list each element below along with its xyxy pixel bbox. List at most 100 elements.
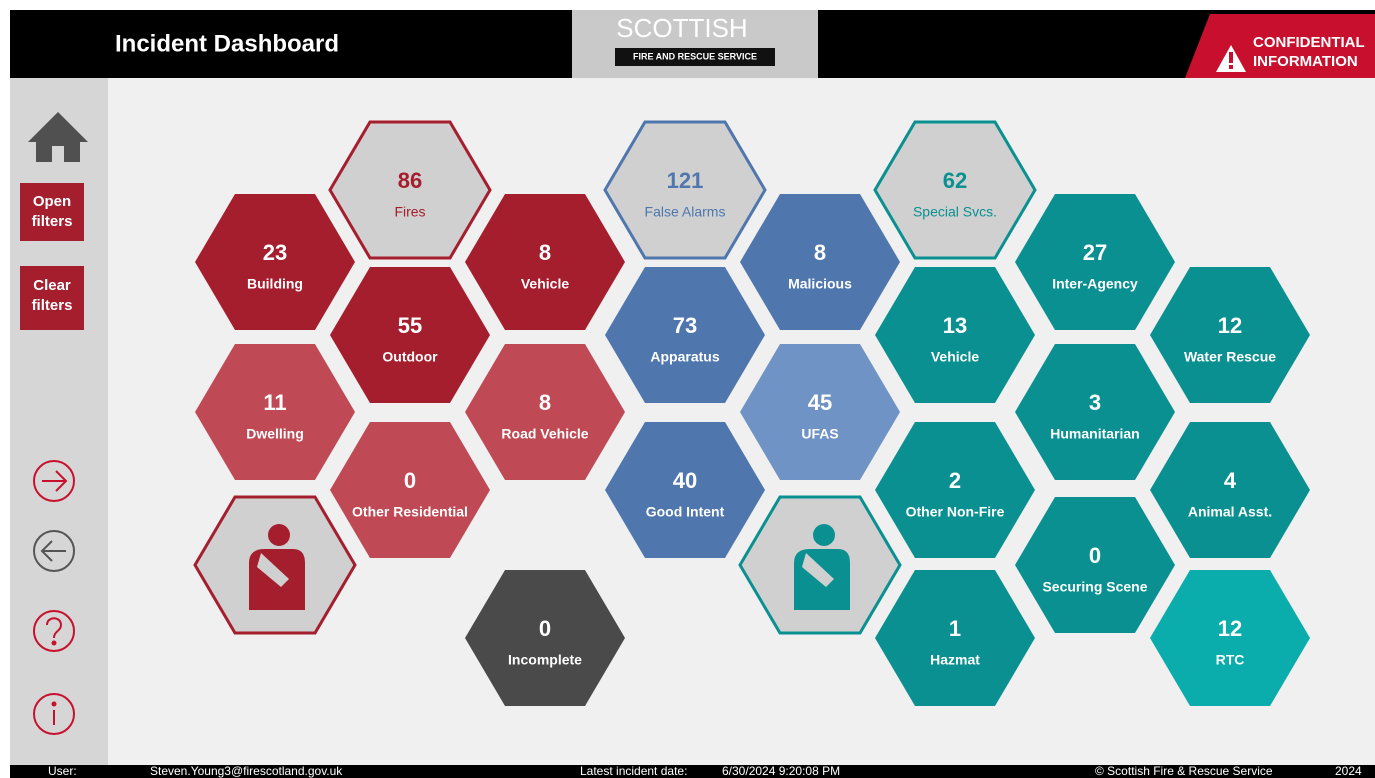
hex-value: 8 [539,240,551,265]
hex-label: Inter-Agency [1052,276,1138,292]
next-circle [33,460,75,502]
hex-tile[interactable]: 62 Special Svcs. [873,120,1037,260]
hex [605,422,765,558]
casualty-sling [257,553,289,587]
hex-tile[interactable]: 27 Inter-Agency [1015,194,1175,330]
hex-tile[interactable]: 8 Road Vehicle [465,344,625,480]
open-filters-bg [20,183,84,241]
hex-value: 4 [1224,468,1237,493]
hex-label: Special Svcs. [913,204,997,220]
hex-tile[interactable]: 0 Incomplete [465,570,625,706]
hex-tile[interactable]: 4 Animal Asst. [1150,422,1310,558]
info-button[interactable] [33,693,75,735]
help-button[interactable] [33,610,75,652]
open-filters-line2: filters [32,213,73,230]
clear-filters-bg [20,266,84,330]
hex-value: 1 [949,616,961,641]
hex-tile[interactable]: 73 Apparatus [605,267,765,403]
hex [740,344,900,480]
hex-value: 8 [539,390,551,415]
footer-year: 2024 [1335,764,1362,778]
hex-label: Humanitarian [1050,426,1139,442]
home-button[interactable] [28,112,88,162]
clear-filters-line2: filters [32,297,73,314]
hex [465,194,625,330]
footer-user: Steven.Young3@firescotland.gov.uk [150,764,343,778]
hex-value: 121 [667,168,704,193]
casualty-tile[interactable] [193,495,357,635]
hex-value: 73 [673,313,697,338]
hex [1015,497,1175,633]
help-dot [51,640,57,646]
hex-label: Other Residential [352,504,468,520]
hex-tile[interactable]: 0 Securing Scene [1015,497,1175,633]
hex [875,422,1035,558]
hex-tile[interactable]: 13 Vehicle [875,267,1035,403]
hex-label: Water Rescue [1184,349,1276,365]
hex-value: 8 [814,240,826,265]
hex [740,194,900,330]
hex-tile[interactable]: 8 Vehicle [465,194,625,330]
casualty-tile[interactable] [738,495,902,635]
logo-strip [615,48,775,66]
hex-label: Malicious [788,276,852,292]
hex-tile[interactable]: 0 Other Residential [330,422,490,558]
hex-label: RTC [1216,652,1245,668]
casualty-sling [802,553,834,587]
hex-label: Animal Asst. [1188,504,1272,520]
hex-label: Outdoor [382,349,438,365]
hex [1015,344,1175,480]
hex-tile[interactable]: 12 RTC [1150,570,1310,706]
hex-value: 0 [404,468,416,493]
hex-label: Building [247,276,303,292]
hex-value: 2 [949,468,961,493]
back-button[interactable] [33,530,75,572]
next-button[interactable] [33,460,75,502]
hex-value: 86 [398,168,422,193]
hex-tile[interactable]: 3 Humanitarian [1015,344,1175,480]
logo [572,10,818,78]
hex-label: Apparatus [650,349,719,365]
hex-tile[interactable]: 2 Other Non-Fire [875,422,1035,558]
hex-tile[interactable]: 121 False Alarms [603,120,767,260]
hex-label: Dwelling [246,426,304,442]
hex-value: 11 [263,390,286,415]
help-glyph [46,617,63,639]
title: Incident Dashboard [115,30,339,57]
casualty-head [813,524,835,546]
hex-tile[interactable]: 40 Good Intent [605,422,765,558]
hex [328,120,492,260]
hex [465,570,625,706]
clear-filters-button[interactable]: Clear filters [20,266,84,330]
hex-value: 12 [1218,313,1242,338]
hex-label: Incomplete [508,652,582,668]
hex-value: 3 [1089,390,1101,415]
hex-tile[interactable]: 8 Malicious [740,194,900,330]
hex-tile[interactable]: 12 Water Rescue [1150,267,1310,403]
hex [1150,422,1310,558]
logo-bottom: FIRE AND RESCUE SERVICE [633,51,757,61]
hex-label: Other Non-Fire [906,504,1005,520]
hex [330,267,490,403]
hex-tile[interactable]: 86 Fires [328,120,492,260]
footer-date-label: Latest incident date: [580,764,687,778]
hex [195,344,355,480]
hex-label: Securing Scene [1042,579,1147,595]
footer-date: 6/30/2024 9:20:08 PM [722,764,840,778]
hex [875,570,1035,706]
hex-tile[interactable]: 55 Outdoor [330,267,490,403]
hex-tile[interactable]: 45 UFAS [740,344,900,480]
badge-top: CONFIDENTIAL [1253,34,1365,51]
home-door [52,146,64,162]
hex-label: Road Vehicle [501,426,588,442]
clear-filters-line1: Clear [33,277,71,294]
open-filters-button[interactable]: Open filters [20,183,84,241]
back-circle [33,530,75,572]
hex-tile[interactable]: 1 Hazmat [875,570,1035,706]
hex [1150,570,1310,706]
hex-tile[interactable]: 11 Dwelling [195,344,355,480]
hex-tile[interactable]: 23 Building [195,194,355,330]
hex-label: Good Intent [646,504,725,520]
hex-label: Vehicle [521,276,569,292]
